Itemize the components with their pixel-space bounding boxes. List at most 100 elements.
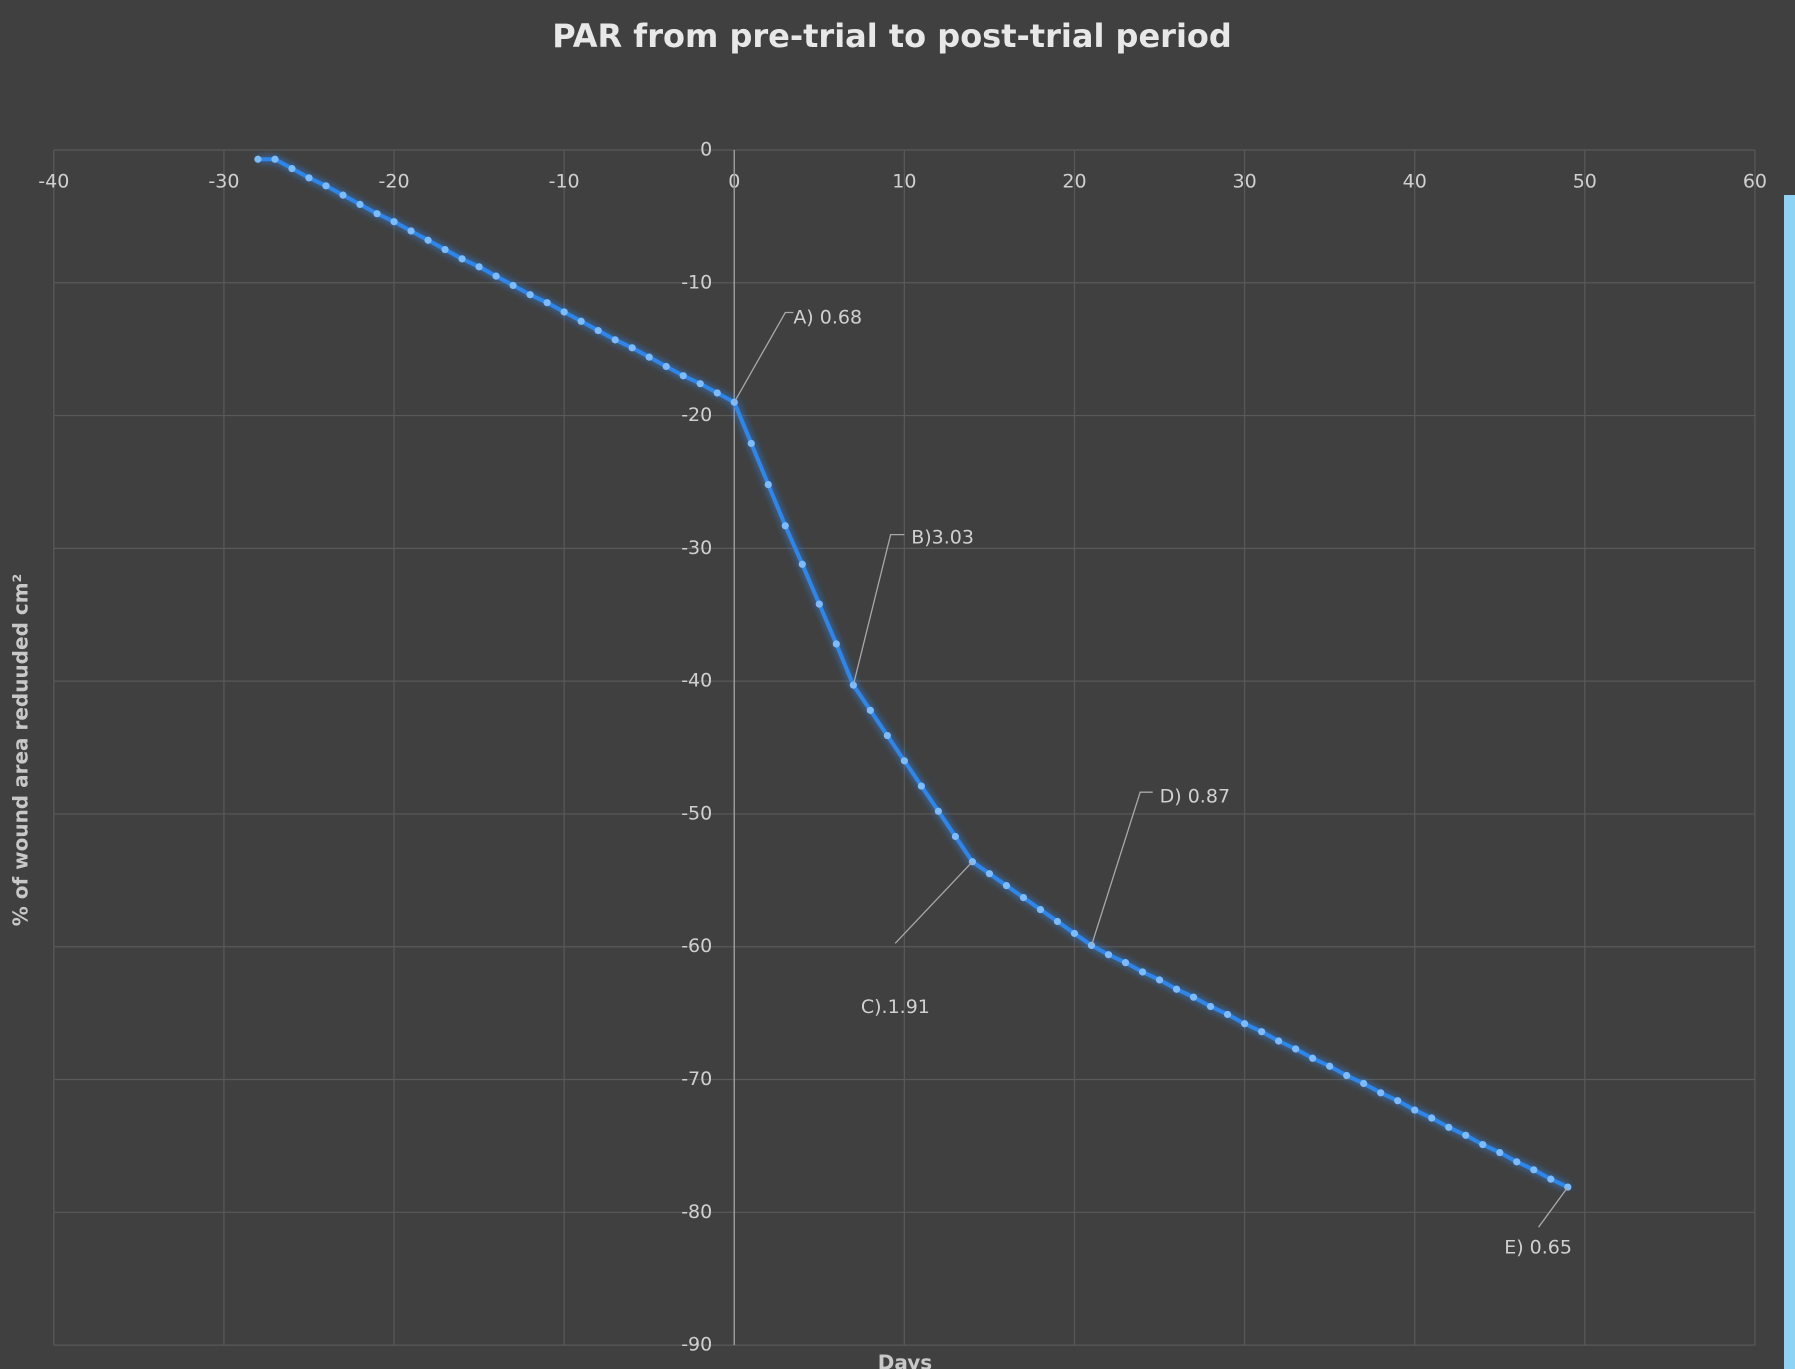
point: [492, 272, 500, 280]
point: [1394, 1097, 1402, 1105]
point: [917, 782, 925, 790]
point: [305, 174, 313, 182]
annotation: D) 0.87: [1160, 785, 1230, 807]
point: [1377, 1089, 1385, 1097]
point: [900, 757, 908, 765]
point: [1428, 1114, 1436, 1122]
point: [1053, 917, 1062, 926]
annotation-leader: [733, 311, 794, 403]
point: [934, 807, 942, 815]
point: [373, 210, 381, 218]
y-tick-label: -50: [681, 802, 712, 824]
point: [832, 640, 840, 648]
point: [628, 344, 636, 352]
annotation-leader: [1538, 1186, 1569, 1228]
y-tick-label: -30: [681, 537, 712, 559]
point: [1547, 1175, 1555, 1183]
x-tick-label: -30: [208, 170, 239, 192]
point: [543, 299, 551, 307]
point: [696, 380, 704, 388]
point: [1292, 1045, 1300, 1053]
point: [815, 600, 823, 608]
point: [1411, 1106, 1419, 1114]
point: [713, 389, 721, 397]
x-tick-label: 20: [1062, 170, 1086, 192]
point: [288, 164, 296, 173]
y-tick-label: -10: [681, 271, 712, 293]
point: [1019, 893, 1028, 902]
point: [441, 245, 449, 254]
point: [645, 353, 653, 361]
point: [866, 706, 874, 714]
point: [458, 255, 466, 263]
point: [1138, 968, 1147, 976]
annotation-leader: [894, 861, 973, 944]
point: [883, 731, 891, 740]
annotation: C).1.91: [861, 996, 930, 1018]
point: [390, 218, 398, 226]
point: [322, 182, 330, 190]
point: [1172, 985, 1181, 993]
point: [1104, 951, 1113, 959]
x-tick-label: 30: [1233, 170, 1257, 192]
y-tick-label: -70: [681, 1068, 712, 1090]
point: [1121, 959, 1130, 967]
point: [951, 832, 960, 841]
point: [356, 200, 364, 209]
point: [594, 326, 602, 335]
point: [611, 336, 619, 344]
point: [1206, 1002, 1215, 1011]
y-tick-label: -20: [681, 404, 712, 426]
point: [339, 191, 347, 199]
y-tick-label: -80: [681, 1201, 712, 1223]
point: [798, 560, 806, 568]
y-tick-label: -60: [681, 935, 712, 957]
point: [526, 291, 534, 299]
point: [1258, 1028, 1266, 1036]
point: [1513, 1158, 1521, 1166]
y-tick-label: 0: [700, 138, 712, 160]
x-tick-label: 10: [892, 170, 916, 192]
point: [475, 263, 483, 271]
y-tick-label: -90: [681, 1334, 712, 1356]
point: [679, 372, 687, 380]
point: [1240, 1020, 1249, 1028]
side-strip: [1784, 195, 1795, 1369]
point: [1462, 1131, 1470, 1139]
x-axis-label: Days: [878, 1351, 932, 1369]
point: [560, 308, 568, 316]
point: [1002, 882, 1011, 890]
point: [747, 439, 755, 448]
point: [1275, 1037, 1283, 1045]
x-tick-label: -20: [379, 170, 410, 192]
point: [1343, 1071, 1351, 1080]
point: [1036, 905, 1045, 914]
x-tick-label: 60: [1743, 170, 1767, 192]
point: [1530, 1166, 1538, 1174]
x-tick-label: -40: [38, 170, 69, 192]
point: [662, 362, 670, 371]
point: [1070, 929, 1079, 938]
point: [424, 236, 432, 244]
point: [985, 870, 994, 878]
point: [271, 155, 279, 163]
point: [1496, 1148, 1504, 1157]
point: [1445, 1123, 1453, 1131]
point: [509, 281, 517, 290]
point: [1479, 1140, 1487, 1149]
y-tick-label: -40: [681, 670, 712, 692]
annotation: B)3.03: [911, 527, 974, 549]
annotation-leader: [1090, 791, 1153, 946]
point: [254, 155, 262, 163]
point: [764, 481, 772, 489]
point: [1189, 993, 1198, 1001]
y-axis-label: % of wound area reduuded cm²: [9, 574, 33, 927]
annotation: A) 0.68: [793, 307, 862, 329]
point: [407, 227, 415, 235]
point: [1326, 1062, 1334, 1070]
x-tick-label: -10: [549, 170, 580, 192]
point: [577, 317, 585, 325]
point: [1360, 1079, 1368, 1088]
